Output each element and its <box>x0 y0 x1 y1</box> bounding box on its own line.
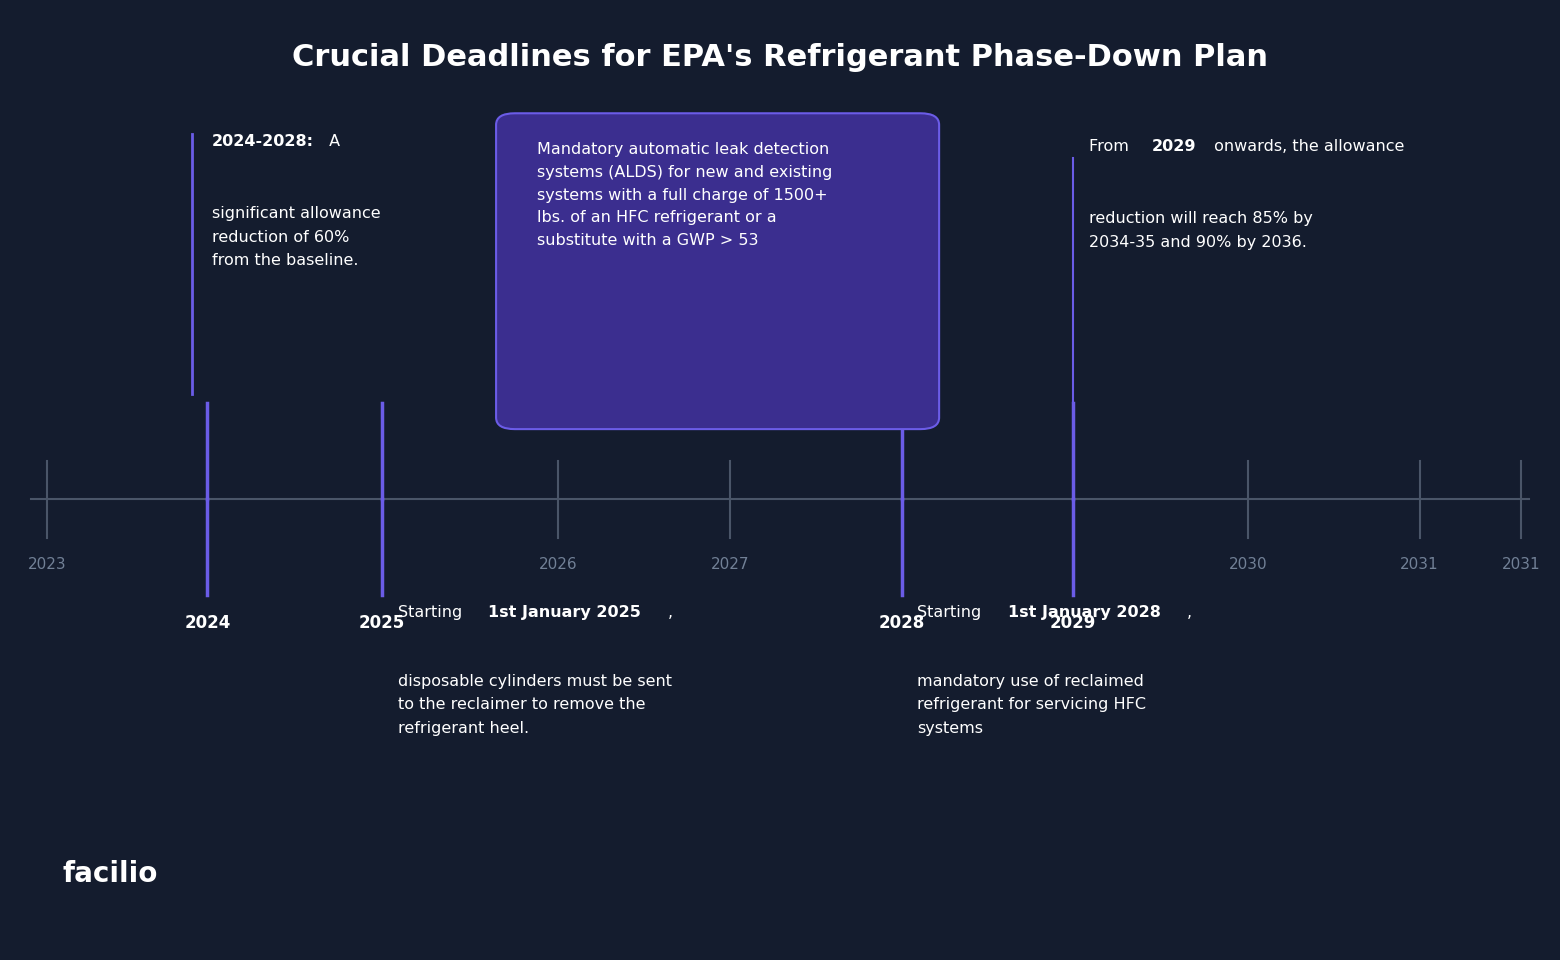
Text: 2024: 2024 <box>184 614 231 633</box>
Text: 2025: 2025 <box>359 614 406 633</box>
Text: 2026: 2026 <box>540 557 577 572</box>
Text: disposable cylinders must be sent
to the reclaimer to remove the
refrigerant hee: disposable cylinders must be sent to the… <box>398 674 672 735</box>
Text: 2031: 2031 <box>1401 557 1438 572</box>
Text: 2031: 2031 <box>1502 557 1540 572</box>
Text: A: A <box>324 134 340 150</box>
FancyBboxPatch shape <box>496 113 939 429</box>
Text: 2024-2028:: 2024-2028: <box>212 134 314 150</box>
Text: significant allowance
reduction of 60%
from the baseline.: significant allowance reduction of 60% f… <box>212 206 381 268</box>
Text: mandatory use of reclaimed
refrigerant for servicing HFC
systems: mandatory use of reclaimed refrigerant f… <box>917 674 1147 735</box>
Text: facilio: facilio <box>62 860 158 888</box>
Text: 1st January 2025: 1st January 2025 <box>488 605 641 620</box>
Text: From: From <box>1089 139 1134 155</box>
Text: Starting: Starting <box>398 605 466 620</box>
Text: Mandatory automatic leak detection
systems (ALDS) for new and existing
systems w: Mandatory automatic leak detection syste… <box>537 142 831 249</box>
Text: onwards, the allowance: onwards, the allowance <box>1209 139 1404 155</box>
Text: Starting: Starting <box>917 605 986 620</box>
Text: reduction will reach 85% by
2034-35 and 90% by 2036.: reduction will reach 85% by 2034-35 and … <box>1089 211 1314 250</box>
Text: 1st January 2028: 1st January 2028 <box>1008 605 1161 620</box>
Text: 2028: 2028 <box>878 614 925 633</box>
Text: 2027: 2027 <box>711 557 749 572</box>
Text: ,: , <box>668 605 672 620</box>
Text: 2029: 2029 <box>1151 139 1197 155</box>
Text: 2030: 2030 <box>1229 557 1267 572</box>
Text: ,: , <box>1187 605 1192 620</box>
Text: Crucial Deadlines for EPA's Refrigerant Phase-Down Plan: Crucial Deadlines for EPA's Refrigerant … <box>292 43 1268 72</box>
Text: 2029: 2029 <box>1050 614 1097 633</box>
Text: 2023: 2023 <box>28 557 66 572</box>
